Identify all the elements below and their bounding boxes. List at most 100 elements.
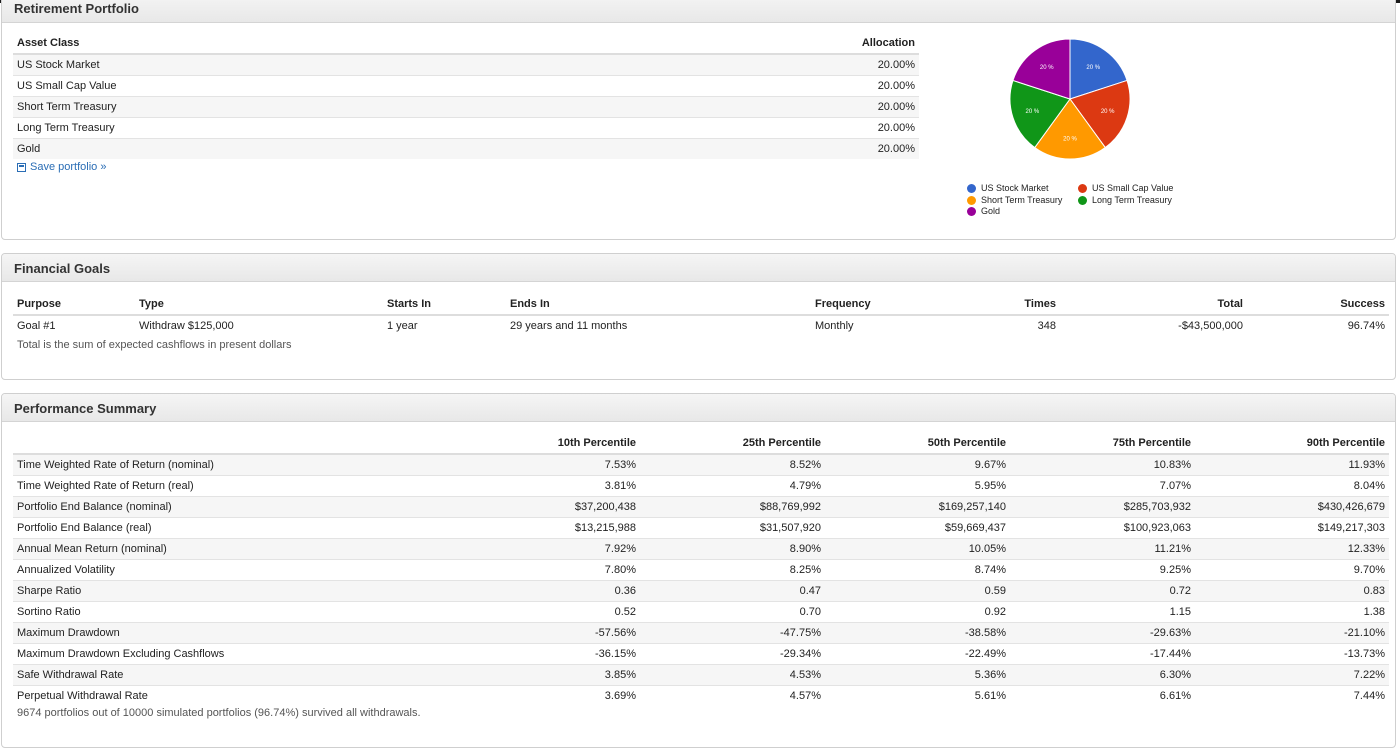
asset-class-cell: US Stock Market xyxy=(13,53,713,76)
percentile-value: 10.83% xyxy=(1010,453,1195,476)
percentile-value: 5.95% xyxy=(825,475,1010,497)
legend-item-gold: Gold xyxy=(967,206,1000,216)
percentile-value: 3.69% xyxy=(455,685,640,706)
percentile-value: $430,426,679 xyxy=(1195,496,1389,518)
percentile-value: 9.70% xyxy=(1195,559,1389,581)
percentile-value: -47.75% xyxy=(640,622,825,644)
goal-total: -$43,500,000 xyxy=(1060,314,1247,336)
portfolio-row: Long Term Treasury 20.00% xyxy=(13,117,919,139)
percentile-value: $169,257,140 xyxy=(825,496,1010,518)
performance-footnote: 9674 portfolios out of 10000 simulated p… xyxy=(17,707,421,719)
portfolio-table: Asset Class Allocation US Stock Market 20… xyxy=(13,32,919,159)
performance-row: Time Weighted Rate of Return (real) 3.81%… xyxy=(13,475,1389,497)
pie-slice[interactable] xyxy=(1012,39,1071,100)
legend-item-long-term-treasury: Long Term Treasury xyxy=(1078,195,1172,205)
percentile-value: 8.90% xyxy=(640,538,825,560)
pie-slice-label: 20 % xyxy=(1063,137,1077,143)
portfolio-title: Retirement Portfolio xyxy=(14,1,139,16)
pie-slice-label: 20 % xyxy=(1101,109,1115,115)
save-portfolio-label: Save portfolio » xyxy=(30,161,107,173)
metric-label: Sortino Ratio xyxy=(13,601,455,623)
performance-row: Annual Mean Return (nominal) 7.92% 8.90% 10… xyxy=(13,538,1389,560)
goal-starts-in: 1 year xyxy=(383,314,506,336)
allocation-cell: 20.00% xyxy=(713,53,919,76)
goal-ends-in: 29 years and 11 months xyxy=(506,314,811,336)
performance-table: 10th Percentile 25th Percentile 50th Per… xyxy=(13,432,1389,706)
goal-frequency: Monthly xyxy=(811,314,981,336)
legend-swatch xyxy=(967,195,976,205)
percentile-value: $100,923,063 xyxy=(1010,517,1195,539)
goal-type: Withdraw $125,000 xyxy=(135,314,383,336)
percentile-value: 10.05% xyxy=(825,538,1010,560)
percentile-25-header: 25th Percentile xyxy=(640,432,825,455)
performance-row: Safe Withdrawal Rate 3.85% 4.53% 5.36% 6.30%… xyxy=(13,664,1389,686)
percentile-value: 12.33% xyxy=(1195,538,1389,560)
allocation-pie-chart: 20 % 20 % 20 % 20 % 20 % xyxy=(1009,39,1131,160)
metric-label: Safe Withdrawal Rate xyxy=(13,664,455,686)
percentile-10-header: 10th Percentile xyxy=(455,432,640,455)
percentile-value: 0.47 xyxy=(640,580,825,602)
percentile-value: 0.83 xyxy=(1195,580,1389,602)
performance-row: Perpetual Withdrawal Rate 3.69% 4.57% 5.61%… xyxy=(13,685,1389,706)
percentile-value: 8.04% xyxy=(1195,475,1389,497)
pie-slice[interactable] xyxy=(1069,79,1131,149)
legend-swatch xyxy=(967,206,976,216)
pie-slice[interactable] xyxy=(1034,98,1106,160)
percentile-value: 4.57% xyxy=(640,685,825,706)
performance-row: Portfolio End Balance (real) $13,215,988 $… xyxy=(13,517,1389,539)
legend-swatch xyxy=(967,183,976,193)
performance-row: Portfolio End Balance (nominal) $37,200,4… xyxy=(13,496,1389,518)
performance-panel-heading: Performance Summary xyxy=(2,394,1395,422)
goals-table: Purpose Type Starts In Ends In Frequency… xyxy=(13,293,1389,336)
save-icon xyxy=(17,162,26,172)
percentile-value: 0.59 xyxy=(825,580,1010,602)
goal-times: 348 xyxy=(981,314,1060,336)
percentile-value: 7.07% xyxy=(1010,475,1195,497)
percentile-value: 6.30% xyxy=(1010,664,1195,686)
legend-label: US Small Cap Value xyxy=(1092,183,1174,193)
performance-title: Performance Summary xyxy=(14,401,157,416)
percentile-value: 7.44% xyxy=(1195,685,1389,706)
performance-row: Sortino Ratio 0.52 0.70 0.92 1.15 1.38 xyxy=(13,601,1389,623)
pie-slice-label: 20 % xyxy=(1086,65,1100,71)
metric-label: Time Weighted Rate of Return (nominal) xyxy=(13,453,455,476)
percentile-value: -38.58% xyxy=(825,622,1010,644)
pie-slice[interactable] xyxy=(1009,79,1071,149)
percentile-value: 11.21% xyxy=(1010,538,1195,560)
allocation-cell: 20.00% xyxy=(713,75,919,97)
percentile-value: 9.25% xyxy=(1010,559,1195,581)
metric-header xyxy=(13,432,455,455)
performance-row: Annualized Volatility 7.80% 8.25% 8.74% 9.25… xyxy=(13,559,1389,581)
metric-label: Time Weighted Rate of Return (real) xyxy=(13,475,455,497)
percentile-value: $88,769,992 xyxy=(640,496,825,518)
pie-legend: US Stock Market US Small Cap Value Short… xyxy=(967,183,1207,219)
percentile-value: 0.36 xyxy=(455,580,640,602)
percentile-75-header: 75th Percentile xyxy=(1010,432,1195,455)
goals-panel-heading: Financial Goals xyxy=(2,254,1395,282)
percentile-90-header: 90th Percentile xyxy=(1195,432,1389,455)
percentile-value: 8.25% xyxy=(640,559,825,581)
goal-row: Goal #1 Withdraw $125,000 1 year 29 year… xyxy=(13,314,1389,336)
metric-label: Maximum Drawdown Excluding Cashflows xyxy=(13,643,455,665)
asset-class-cell: Long Term Treasury xyxy=(13,117,713,139)
legend-label: Long Term Treasury xyxy=(1092,195,1172,205)
percentile-value: 7.80% xyxy=(455,559,640,581)
percentile-value: 8.52% xyxy=(640,453,825,476)
save-portfolio-link[interactable]: Save portfolio » xyxy=(17,161,106,173)
performance-summary-panel: Performance Summary 10th Percentile 25th… xyxy=(1,393,1396,748)
percentile-value: 0.70 xyxy=(640,601,825,623)
percentile-value: 4.79% xyxy=(640,475,825,497)
portfolio-row: Short Term Treasury 20.00% xyxy=(13,96,919,118)
pie-slice[interactable] xyxy=(1069,39,1128,100)
percentile-value: 6.61% xyxy=(1010,685,1195,706)
times-header: Times xyxy=(981,293,1060,316)
percentile-value: -17.44% xyxy=(1010,643,1195,665)
percentile-value: $37,200,438 xyxy=(455,496,640,518)
goal-success: 96.74% xyxy=(1247,314,1389,336)
percentile-value: -57.56% xyxy=(455,622,640,644)
goals-title: Financial Goals xyxy=(14,261,111,276)
percentile-value: 7.22% xyxy=(1195,664,1389,686)
percentile-value: -13.73% xyxy=(1195,643,1389,665)
percentile-value: -29.63% xyxy=(1010,622,1195,644)
percentile-value: 1.38 xyxy=(1195,601,1389,623)
